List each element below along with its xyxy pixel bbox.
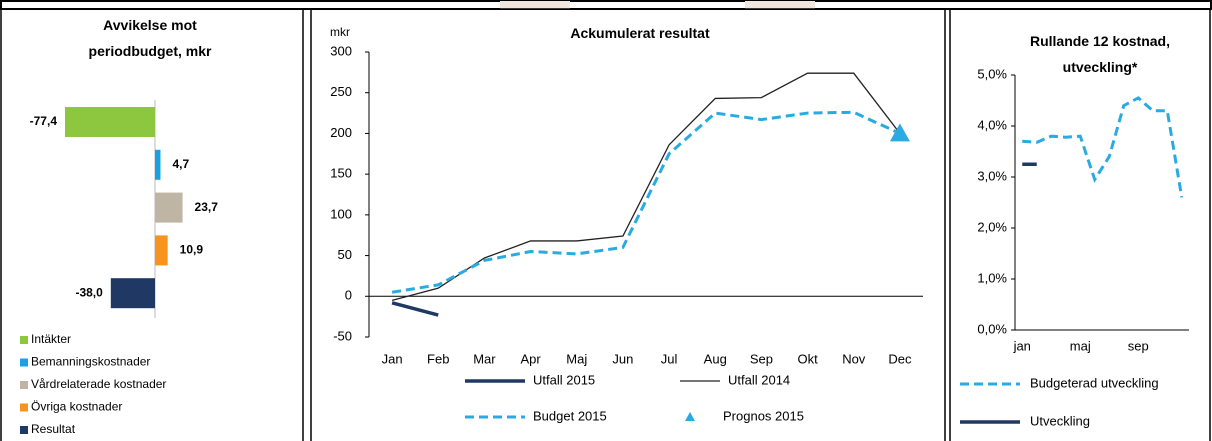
series-line	[391, 301, 439, 317]
tab	[745, 1, 815, 9]
series-line	[1022, 96, 1184, 198]
data-label: 4,7	[172, 157, 189, 171]
y-tick-label: 0,0%	[977, 321, 1007, 336]
x-tick-label: Feb	[427, 351, 449, 366]
chart-title: Avvikelse mot periodbudget, mkr	[88, 17, 212, 59]
tab	[500, 1, 570, 9]
bar	[65, 107, 155, 137]
x-tick-label: sep	[1128, 338, 1149, 353]
legend-label: Bemanningskostnader	[31, 355, 150, 369]
panel	[0, 8, 304, 441]
legend-label: Vårdrelaterade kostnader	[31, 377, 166, 391]
data-label: -38,0	[75, 285, 103, 299]
data-label: -77,4	[30, 114, 58, 128]
bar	[155, 235, 168, 266]
legend-label: Intäkter	[31, 332, 71, 346]
y-tick-label: 1,0%	[977, 270, 1007, 285]
series-line	[391, 72, 901, 301]
legend-label: Prognos 2015	[723, 408, 804, 423]
y-tick-label: 150	[330, 166, 352, 181]
bar	[155, 192, 183, 223]
x-tick-label: jan	[1013, 338, 1031, 353]
chart-title: Ackumulerat resultat	[570, 25, 710, 41]
x-tick-label: Apr	[520, 351, 541, 366]
bar	[155, 149, 161, 180]
panel	[949, 8, 1211, 441]
legend-swatch	[20, 358, 28, 367]
x-tick-label: Maj	[566, 351, 587, 366]
legend-label: Utfall 2015	[533, 372, 595, 387]
legend-swatch	[20, 381, 28, 389]
y-tick-label: 3,0%	[977, 168, 1007, 183]
x-tick-label: Mar	[473, 351, 496, 366]
x-tick-label: Aug	[704, 351, 727, 366]
legend-label: Utveckling	[1030, 413, 1090, 428]
chart-title: Rullande 12 kostnad, utveckling*	[1029, 33, 1171, 75]
series-line	[391, 110, 901, 294]
x-tick-label: Sep	[750, 351, 773, 366]
legend-swatch	[20, 403, 28, 412]
y-tick-label: 250	[330, 84, 352, 99]
y-tick-label: 50	[338, 247, 352, 262]
x-tick-label: Jan	[382, 351, 403, 366]
legend-swatch	[20, 336, 28, 344]
data-label: 10,9	[180, 243, 204, 257]
legend-label: Utfall 2014	[728, 372, 790, 387]
y-tick-label: 300	[330, 43, 352, 58]
legend-label: Övriga kostnader	[31, 400, 122, 414]
y-tick-label: 100	[330, 206, 352, 221]
x-tick-label: Dec	[888, 351, 912, 366]
x-tick-label: Jul	[661, 351, 678, 366]
x-tick-label: Okt	[797, 351, 818, 366]
x-tick-label: Jun	[612, 351, 633, 366]
y-tick-label: -50	[333, 328, 352, 343]
y-axis-label: mkr	[330, 25, 350, 39]
legend-label: Resultat	[31, 422, 76, 436]
legend-label: Budget 2015	[533, 408, 607, 423]
y-tick-label: 0	[345, 288, 352, 303]
marker	[889, 123, 910, 142]
top-bar	[0, 0, 1212, 10]
y-tick-label: 200	[330, 125, 352, 140]
y-tick-label: 5,0%	[977, 66, 1007, 81]
bar	[110, 278, 155, 309]
data-label: 23,7	[195, 200, 219, 214]
legend-marker	[685, 412, 695, 421]
x-tick-label: Nov	[842, 351, 866, 366]
y-tick-label: 2,0%	[977, 219, 1007, 234]
legend-label: Budgeterad utveckling	[1030, 375, 1159, 390]
panel	[310, 8, 946, 441]
legend-swatch	[20, 426, 28, 434]
x-tick-label: maj	[1070, 338, 1091, 353]
y-tick-label: 4,0%	[977, 117, 1007, 132]
